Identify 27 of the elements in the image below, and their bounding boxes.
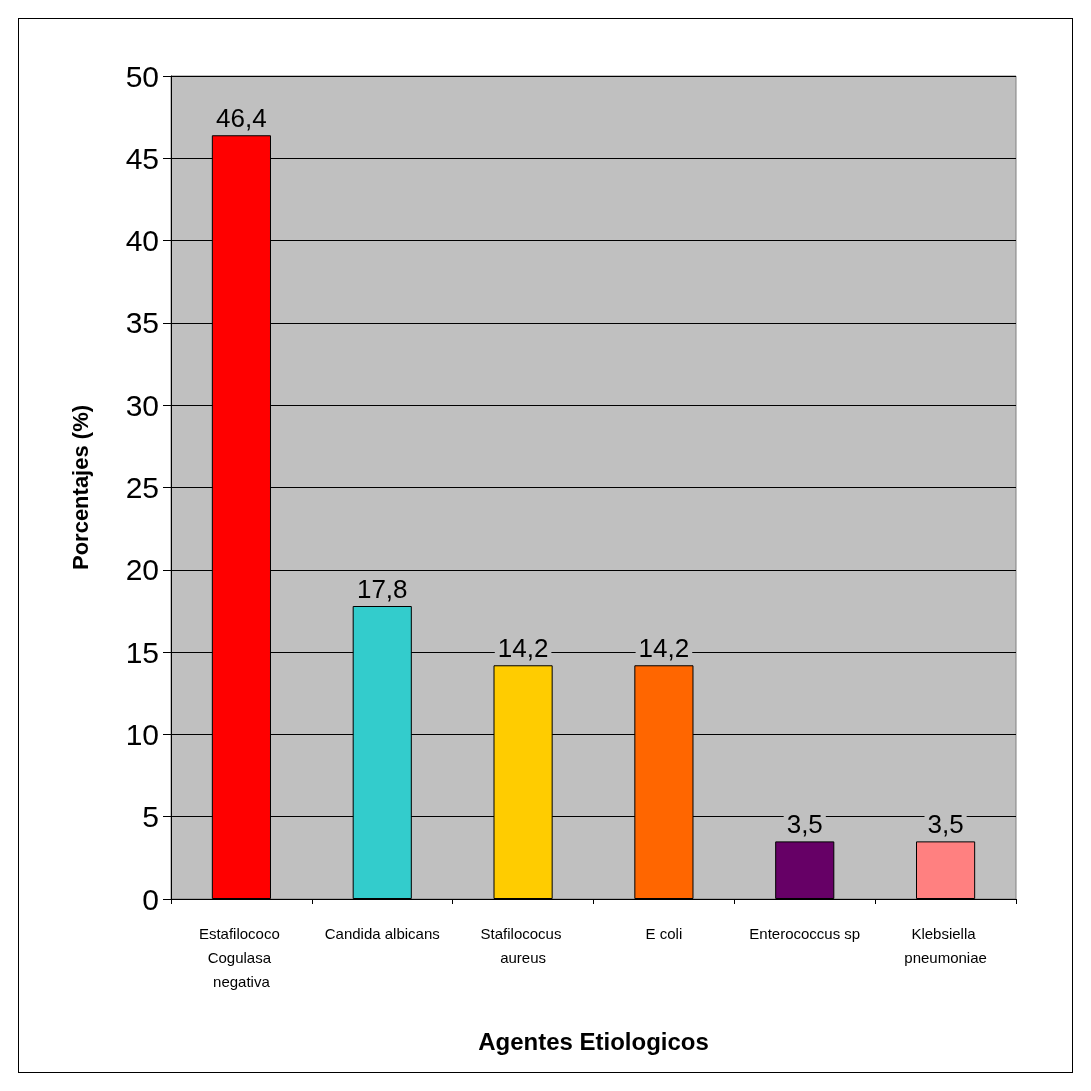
y-tick-label: 20	[125, 553, 159, 587]
x-tick-label: Klebsiella pneumoniae	[904, 924, 987, 966]
x-tick-label: Enterococcus sp	[749, 924, 861, 942]
x-tick-label: Estafilococo Cogulasa negativa	[198, 924, 284, 990]
y-tick-label: 30	[125, 388, 159, 422]
data-label: 14,2	[638, 633, 690, 664]
y-tick-label: 10	[125, 717, 159, 751]
y-tick-label: 35	[125, 306, 159, 340]
y-tick-label: 25	[125, 471, 159, 504]
y-tick-label: 40	[125, 224, 159, 258]
data-label: 3,5	[786, 809, 823, 840]
x-tick-label: Candida albicans	[324, 924, 440, 942]
y-tick-label: 15	[125, 635, 159, 669]
data-label: 17,8	[356, 574, 408, 605]
bar	[916, 841, 976, 899]
y-tick-label: 45	[125, 141, 159, 175]
x-tick-label: Stafilococus aureus	[480, 924, 566, 966]
data-label: 3,5	[927, 809, 964, 840]
data-label: 46,4	[216, 103, 267, 134]
y-tick-label: 50	[125, 59, 159, 93]
x-tick-label: E coli	[645, 924, 683, 942]
y-tick-label: 0	[142, 882, 159, 916]
bar	[775, 841, 835, 899]
y-axis-title: Porcentajes (%)	[67, 404, 93, 571]
x-axis-title: Agentes Etiologicos	[478, 1027, 709, 1055]
data-label: 14,2	[497, 633, 549, 664]
y-tick-label: 5	[142, 800, 159, 834]
